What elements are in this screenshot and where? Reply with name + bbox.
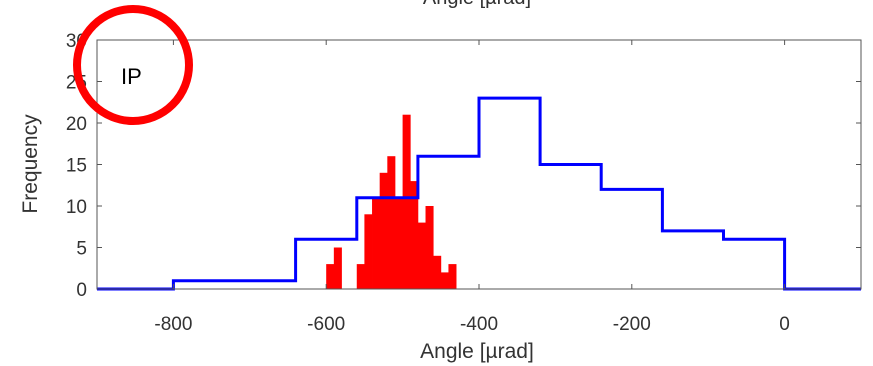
red-bar xyxy=(333,247,342,289)
red-bar xyxy=(417,222,426,289)
red-bar xyxy=(364,214,373,289)
red-bar xyxy=(448,264,457,289)
y-tick-label: 20 xyxy=(66,114,87,135)
top-axis-label: Angle [µrad] xyxy=(423,0,531,9)
blue-histogram-series xyxy=(97,96,861,291)
red-bar xyxy=(410,181,419,289)
y-axis-label: Frequency xyxy=(19,114,42,214)
x-tick-label: -800 xyxy=(154,314,192,335)
ip-annotation: IP xyxy=(73,5,193,125)
red-bar xyxy=(425,206,434,289)
red-bar xyxy=(379,172,388,289)
x-tick-label: -400 xyxy=(460,314,498,335)
x-tick-label: 0 xyxy=(779,314,790,335)
y-tick-label: 5 xyxy=(76,239,87,260)
y-tick-label: 10 xyxy=(66,197,87,218)
x-tick-label: -200 xyxy=(613,314,651,335)
red-circle-highlight xyxy=(73,5,193,125)
y-tick-label: 15 xyxy=(66,156,87,177)
blue-step-line xyxy=(97,96,861,291)
x-tick-label: -600 xyxy=(307,314,345,335)
red-bar xyxy=(356,264,365,289)
red-histogram-series xyxy=(326,114,457,289)
red-bar xyxy=(440,272,449,289)
red-bar xyxy=(433,255,442,289)
red-bar xyxy=(372,197,381,289)
plot-area-frame xyxy=(96,39,862,290)
y-tick-label: 0 xyxy=(76,280,87,301)
x-axis-label: Angle [µrad] xyxy=(420,340,534,363)
red-bar xyxy=(394,197,403,289)
red-bar xyxy=(387,156,396,289)
red-bar xyxy=(326,264,335,289)
ip-annotation-label: IP xyxy=(121,64,142,89)
x-axis-ticks: -800 -600 -400 -200 0 xyxy=(154,40,790,335)
red-bar xyxy=(402,114,411,289)
